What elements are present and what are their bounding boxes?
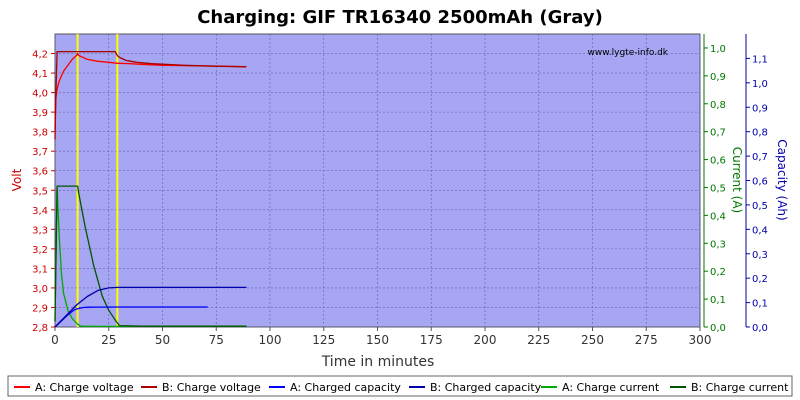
voltage-tick-label: 4,0 — [32, 89, 48, 100]
current-tick-label: 0,2 — [710, 267, 726, 278]
current-tick-label: 0,3 — [710, 239, 726, 250]
x-tick-label: 225 — [527, 333, 550, 347]
capacity-tick-label: 1,1 — [752, 54, 768, 65]
x-axis: 0 25 50 75 100 125 150 175 200 225 250 275 300 — [51, 327, 711, 347]
capacity-axis: 0,0 0,1 0,2 0,3 0,4 0,5 0,6 0,7 0,8 0,9 1,0 1,1 — [745, 34, 768, 334]
current-tick-label: 0,5 — [710, 183, 726, 194]
current-tick-label: 0,0 — [710, 323, 726, 334]
capacity-tick-label: 0,6 — [752, 177, 768, 188]
capacity-tick-label: 0,2 — [752, 274, 768, 285]
series-line — [54, 185, 247, 327]
capacity-tick-label: 0,9 — [752, 103, 768, 114]
series-line — [54, 306, 208, 328]
x-tick-label: 250 — [581, 333, 604, 347]
current-tick-label: 0,6 — [710, 156, 726, 167]
voltage-tick-label: 3,4 — [32, 206, 48, 217]
voltage-tick-label: 3,5 — [32, 186, 48, 197]
x-tick-label: 125 — [312, 333, 335, 347]
current-tick-label: 0,8 — [710, 100, 726, 111]
capacity-tick-label: 0,0 — [752, 323, 768, 334]
capacity-tick-label: 0,1 — [752, 299, 768, 310]
voltage-axis: 2,8 2,9 3,0 3,1 3,2 3,3 3,4 3,5 3,6 3,7 3,8 3,9 4,0 4… — [32, 50, 55, 334]
capacity-tick-label: 0,8 — [752, 128, 768, 139]
watermark: www.lygte-info.dk — [588, 48, 669, 58]
capacity-tick-label: 1,0 — [752, 79, 768, 90]
voltage-tick-label: 3,8 — [32, 128, 48, 139]
grid-lines — [54, 34, 701, 328]
chart-title: Charging: GIF TR16340 2500mAh (Gray) — [197, 7, 603, 28]
capacity-tick-label: 0,4 — [752, 225, 768, 236]
voltage-tick-label: 2,9 — [32, 303, 48, 314]
current-tick-label: 0,9 — [710, 72, 726, 83]
series-line — [54, 50, 247, 140]
x-tick-label: 200 — [474, 333, 497, 347]
current-axis-label: Current (A) — [730, 147, 744, 213]
capacity-tick-label: 0,3 — [752, 250, 768, 261]
voltage-tick-label: 3,0 — [32, 284, 48, 295]
voltage-tick-label: 3,6 — [32, 167, 48, 178]
x-tick-label: 25 — [101, 333, 116, 347]
x-axis-label: Time in minutes — [321, 354, 435, 370]
voltage-tick-label: 4,2 — [32, 50, 48, 61]
capacity-axis-label: Capacity (Ah) — [775, 139, 789, 220]
series-line — [54, 52, 247, 130]
x-tick-label: 0 — [51, 333, 59, 347]
voltage-tick-label: 2,8 — [32, 323, 48, 334]
x-tick-label: 300 — [689, 333, 712, 347]
legend-box — [7, 375, 793, 397]
capacity-tick-label: 0,7 — [752, 152, 768, 163]
x-tick-label: 175 — [420, 333, 443, 347]
x-tick-label: 150 — [366, 333, 389, 347]
legend-label: A: Charged capacity — [290, 381, 401, 394]
voltage-tick-label: 3,7 — [32, 147, 48, 158]
x-tick-label: 50 — [155, 333, 170, 347]
x-tick-label: 275 — [635, 333, 658, 347]
voltage-tick-label: 3,2 — [32, 245, 48, 256]
legend-label: B: Charge current — [691, 381, 789, 394]
phase-markers — [76, 34, 119, 327]
x-tick-label: 75 — [209, 333, 224, 347]
legend-label: B: Charge voltage — [162, 381, 261, 394]
current-tick-label: 0,7 — [710, 128, 726, 139]
x-tick-label: 100 — [259, 333, 282, 347]
current-tick-label: 0,1 — [710, 295, 726, 306]
current-axis: 0,0 0,1 0,2 0,3 0,4 0,5 0,6 0,7 0,8 0,9 1,0 — [703, 34, 726, 334]
series-line — [54, 286, 247, 328]
capacity-tick-label: 0,5 — [752, 201, 768, 212]
voltage-tick-label: 4,1 — [32, 69, 48, 80]
legend-label: A: Charge current — [562, 381, 660, 394]
voltage-tick-label: 3,9 — [32, 108, 48, 119]
legend-label: A: Charge voltage — [35, 381, 134, 394]
voltage-tick-label: 3,1 — [32, 264, 48, 275]
series-layer — [54, 50, 247, 328]
voltage-tick-label: 3,3 — [32, 225, 48, 236]
legend-label: B: Charged capacity — [430, 381, 542, 394]
current-tick-label: 1,0 — [710, 44, 726, 55]
legend: A: Charge voltage B: Charge voltage A: Cha… — [14, 381, 789, 394]
voltage-axis-label: Volt — [10, 168, 24, 191]
current-tick-label: 0,4 — [710, 211, 726, 222]
